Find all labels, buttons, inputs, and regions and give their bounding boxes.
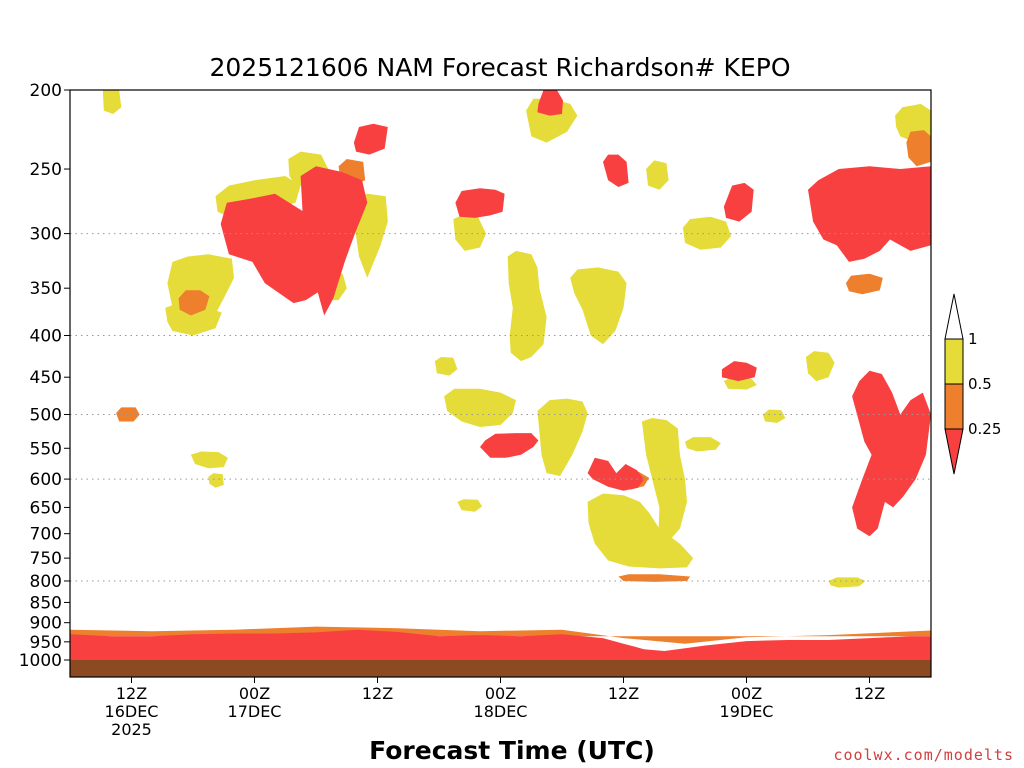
- y-tick-label-500: 500: [30, 406, 62, 426]
- ri-region-43: [587, 457, 644, 491]
- y-tick-label-750: 750: [30, 549, 62, 569]
- x-tick-label-5-0: 00Z: [731, 684, 762, 703]
- y-axis: 200 250 300 350 400 450 500 550 600 650 700 750 8008…: [19, 81, 70, 671]
- colorbar-bin-0: [944, 293, 964, 340]
- chart-title: 2025121606 NAM Forecast Richardson# KEPO: [210, 53, 791, 82]
- ri-region-25: [762, 409, 786, 423]
- ri-region-5: [507, 250, 547, 362]
- x-tick-label-5-1: 19DEC: [720, 702, 774, 721]
- ri-region-36: [618, 574, 691, 582]
- ri-region-16: [208, 473, 224, 488]
- colorbar-tick-1: 0.5: [968, 375, 992, 393]
- colorbar-bin-2: [944, 383, 964, 430]
- gridlines: [70, 233, 931, 582]
- ri-region-46: [603, 154, 629, 187]
- y-tick-label-400: 400: [30, 326, 62, 346]
- ri-region-35: [116, 407, 140, 422]
- y-tick-label-850: 850: [30, 593, 62, 613]
- x-tick-label-3-0: 00Z: [485, 684, 516, 703]
- y-tick-label-1000: 1000: [19, 651, 62, 671]
- plot-background: [70, 90, 931, 677]
- ri-region-20: [646, 160, 669, 190]
- x-tick-label-2-0: 12Z: [362, 684, 393, 703]
- ri-region-10: [444, 388, 516, 427]
- ri-region-47: [537, 90, 563, 116]
- ri-region-11: [537, 398, 588, 477]
- ri-region-6: [570, 267, 627, 345]
- ground-strip: [70, 660, 931, 677]
- y-tick-label-950: 950: [30, 633, 62, 653]
- y-tick-label-600: 600: [30, 470, 62, 490]
- plot-area: [70, 90, 931, 677]
- y-tick-label-350: 350: [30, 279, 62, 299]
- colorbar: 1 0.5 0.25: [944, 293, 1001, 475]
- ri-region-12: [587, 493, 694, 569]
- ri-region-7: [682, 216, 732, 250]
- ri-region-42: [852, 370, 931, 537]
- ri-region-14: [190, 451, 228, 469]
- x-tick-label-0-0: 12Z: [116, 684, 147, 703]
- y-tick-label-650: 650: [30, 498, 62, 518]
- ri-region-24: [723, 377, 757, 390]
- ri-region-23: [457, 499, 483, 512]
- y-tick-label-800: 800: [30, 572, 62, 592]
- y-tick-label-250: 250: [30, 160, 62, 180]
- ri-region-4: [453, 215, 487, 251]
- ri-region-18: [828, 577, 866, 588]
- ri-region-39: [300, 166, 368, 316]
- ri-region-30: [178, 290, 210, 316]
- colorbar-tick-2: 0.25: [968, 420, 1001, 438]
- ri-region-15: [165, 303, 222, 336]
- y-tick-label-450: 450: [30, 368, 62, 388]
- y-tick-label-300: 300: [30, 225, 62, 245]
- colorbar-bin-3: [944, 428, 964, 475]
- x-tick-label-1-0: 00Z: [239, 684, 270, 703]
- ri-region-37: [70, 629, 931, 660]
- y-tick-label-700: 700: [30, 525, 62, 545]
- y-tick-label-200: 200: [30, 81, 62, 101]
- ri-region-19: [102, 90, 122, 114]
- x-tick-label-0-2: 2025: [111, 720, 152, 739]
- ri-region-40: [808, 166, 931, 262]
- ri-region-17: [805, 351, 835, 382]
- x-tick-label-4-0: 12Z: [608, 684, 639, 703]
- x-tick-label-0-1: 16DEC: [105, 702, 159, 721]
- source-credit: coolwx.com/modelts: [833, 746, 1014, 764]
- colorbar-tick-0: 1: [968, 330, 978, 348]
- ri-region-31: [845, 273, 883, 295]
- y-tick-label-900: 900: [30, 614, 62, 634]
- x-axis-label: Forecast Time (UTC): [369, 736, 655, 765]
- ri-region-27: [70, 626, 931, 644]
- ri-region-13: [641, 418, 687, 544]
- y-tick-label-550: 550: [30, 439, 62, 459]
- colorbar-bin-1: [944, 338, 964, 385]
- ri-region-49: [353, 123, 388, 155]
- ri-region-22: [434, 357, 458, 376]
- ri-region-45: [455, 188, 505, 218]
- ri-region-48: [723, 182, 754, 222]
- x-tick-label-1-1: 17DEC: [228, 702, 282, 721]
- x-tick-label-6-0: 12Z: [854, 684, 885, 703]
- ri-region-44: [721, 361, 757, 382]
- x-tick-label-3-1: 18DEC: [474, 702, 528, 721]
- ri-region-41: [480, 433, 539, 458]
- ri-region-26: [685, 437, 721, 452]
- ri-region-3: [354, 193, 388, 278]
- ri-region-32: [906, 130, 931, 167]
